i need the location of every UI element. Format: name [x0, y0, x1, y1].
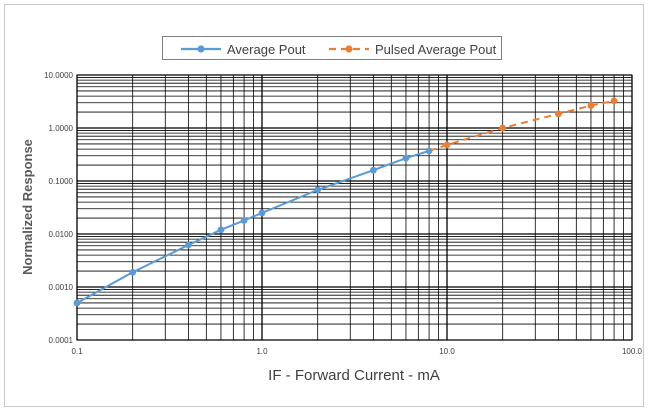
data-point-average-pout: [314, 186, 322, 194]
data-point-average-pout: [369, 166, 377, 174]
data-point-pulsed-average-pout: [587, 102, 595, 109]
grid-lines: [76, 74, 633, 341]
data-point-pulsed-average-pout: [610, 97, 618, 105]
x-tick-labels: 0.1 1.0 10.0 100.0: [71, 347, 642, 356]
y-tick-label: 0.0100: [49, 230, 74, 239]
x-tick-label: 100.0: [622, 347, 643, 356]
data-point-pulsed-average-pout: [443, 141, 451, 149]
series-line-pulsed-average-pout: [428, 99, 615, 152]
legend-marker-average-pout: [197, 45, 205, 53]
data-point-pulsed-average-pout: [499, 124, 507, 132]
data-point-average-pout: [184, 241, 192, 249]
x-tick-label: 1.0: [256, 347, 268, 356]
y-axis-label: Normalized Response: [20, 139, 35, 275]
x-tick-label: 0.1: [71, 347, 83, 356]
x-axis-label: IF - Forward Current - mA: [268, 367, 440, 384]
series-line-average-pout: [76, 149, 430, 304]
data-point-average-pout: [425, 147, 433, 155]
legend-svg: Average Pout Pulsed Average Pout: [181, 42, 497, 57]
legend-marker-pulsed-average-pout: [345, 45, 353, 53]
chart-legend: Average Pout Pulsed Average Pout: [162, 36, 502, 60]
data-point-pulsed-average-pout: [554, 110, 562, 118]
series-layer: [73, 97, 618, 307]
y-tick-label: 0.0001: [49, 336, 74, 345]
legend-label-pulsed-average-pout: Pulsed Average Pout: [375, 42, 497, 57]
y-tick-labels: 0.0001 0.0010 0.0100 0.1000 1.0000 10.0000: [44, 71, 73, 345]
data-point-average-pout: [73, 299, 81, 307]
y-tick-label: 1.0000: [49, 124, 74, 133]
data-point-average-pout: [240, 217, 248, 224]
y-tick-label: 0.0010: [49, 283, 74, 292]
data-point-average-pout: [217, 226, 225, 234]
data-point-average-pout: [129, 268, 137, 276]
y-tick-label: 0.1000: [49, 177, 74, 186]
y-tick-label: 10.0000: [44, 71, 73, 80]
legend-label-average-pout: Average Pout: [227, 42, 306, 57]
plot-area-border: [76, 74, 633, 341]
data-point-average-pout: [402, 154, 410, 162]
x-tick-label: 10.0: [439, 347, 455, 356]
data-point-average-pout: [258, 209, 266, 217]
